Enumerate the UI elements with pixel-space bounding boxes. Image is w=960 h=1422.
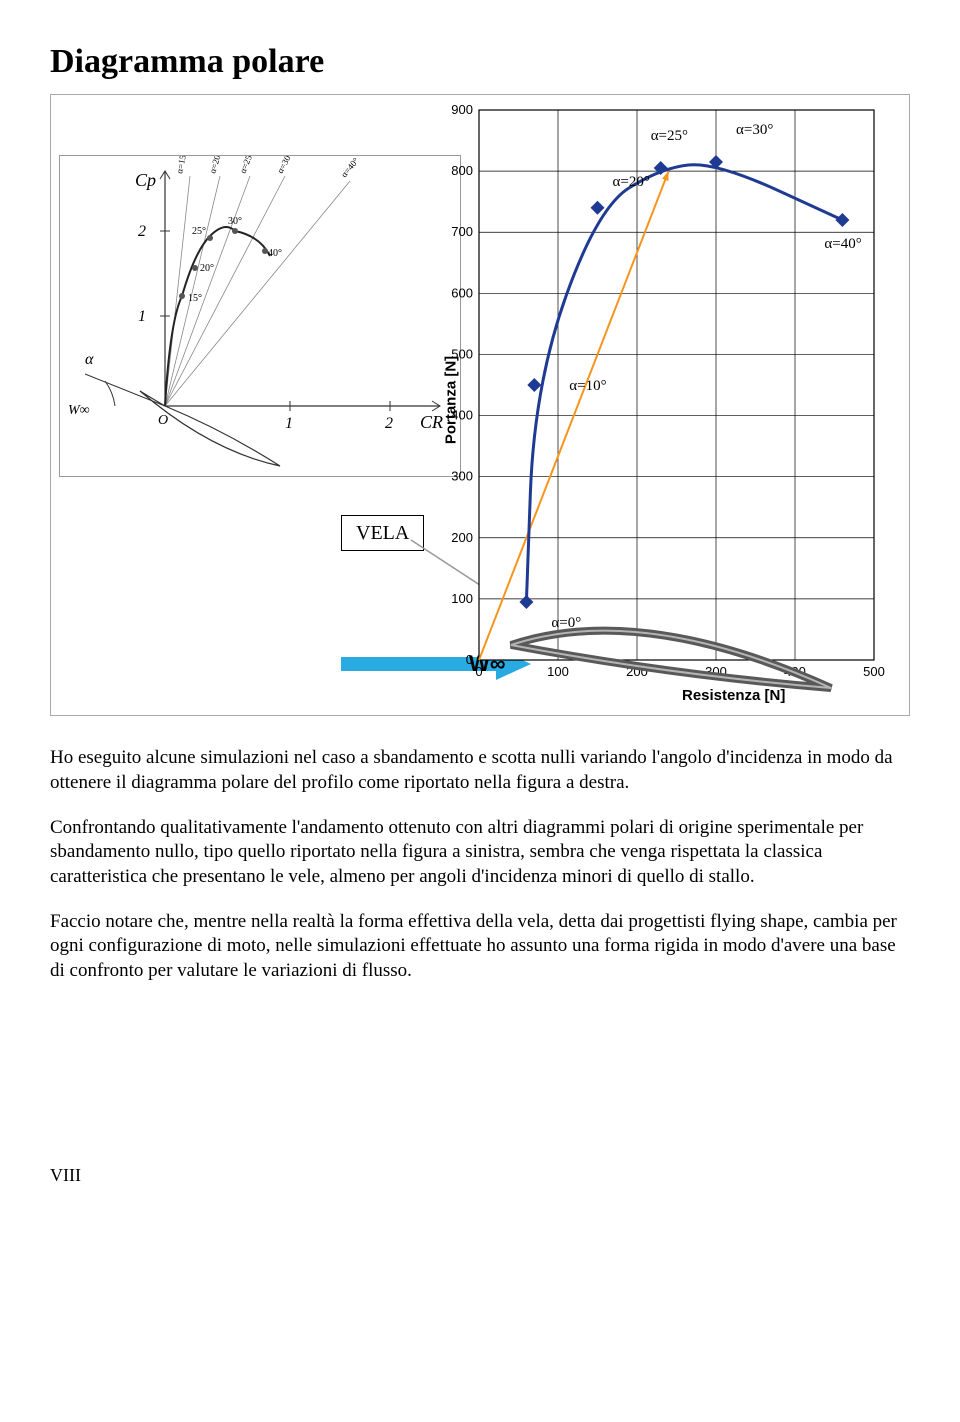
svg-text:900: 900 bbox=[451, 102, 473, 117]
svg-text:30°: 30° bbox=[228, 216, 242, 227]
svg-text:0: 0 bbox=[475, 664, 482, 679]
svg-text:600: 600 bbox=[451, 286, 473, 301]
paragraph-3: Faccio notare che, mentre nella realtà l… bbox=[50, 910, 910, 984]
svg-text:40°: 40° bbox=[268, 248, 282, 259]
page-title: Diagramma polare bbox=[50, 40, 910, 84]
svg-text:α=0°: α=0° bbox=[551, 615, 581, 631]
svg-text:α: α bbox=[85, 351, 94, 368]
svg-text:25°: 25° bbox=[192, 226, 206, 237]
svg-text:0: 0 bbox=[466, 652, 473, 667]
svg-text:2: 2 bbox=[138, 223, 146, 240]
svg-text:700: 700 bbox=[451, 224, 473, 239]
body-text: Ho eseguito alcune simulazioni nel caso … bbox=[50, 746, 910, 984]
figure-area: 2 1 1 2 Cp CR O α=15° α=20° α=25° α=30° … bbox=[50, 94, 910, 716]
svg-text:500: 500 bbox=[863, 664, 885, 679]
svg-text:O: O bbox=[158, 413, 168, 428]
svg-text:α=25°: α=25° bbox=[651, 128, 688, 144]
svg-text:W∞: W∞ bbox=[68, 403, 90, 418]
svg-text:α=15°: α=15° bbox=[174, 156, 189, 174]
page-number: VIII bbox=[50, 1164, 910, 1187]
svg-text:α=20°: α=20° bbox=[207, 156, 223, 175]
svg-text:300: 300 bbox=[451, 469, 473, 484]
svg-text:α=30°: α=30° bbox=[736, 122, 773, 138]
svg-text:α=40°: α=40° bbox=[824, 236, 861, 252]
paragraph-1: Ho eseguito alcune simulazioni nel caso … bbox=[50, 746, 910, 795]
sketch-svg: 2 1 1 2 Cp CR O α=15° α=20° α=25° α=30° … bbox=[60, 156, 460, 476]
chart-svg: 0100200300400500010020030040050060070080… bbox=[429, 100, 889, 700]
polar-chart: Portanza [N] Resistenza [N] 010020030040… bbox=[429, 100, 889, 700]
svg-text:α=25°: α=25° bbox=[238, 156, 256, 175]
sketch-polar-diagram: 2 1 1 2 Cp CR O α=15° α=20° α=25° α=30° … bbox=[59, 155, 461, 477]
svg-text:800: 800 bbox=[451, 163, 473, 178]
svg-text:1: 1 bbox=[285, 415, 293, 432]
svg-text:α=20°: α=20° bbox=[613, 174, 650, 190]
svg-text:100: 100 bbox=[547, 664, 569, 679]
svg-text:α=30°: α=30° bbox=[275, 156, 295, 175]
svg-text:15°: 15° bbox=[188, 293, 202, 304]
chart-ylabel: Portanza [N] bbox=[441, 356, 461, 444]
svg-text:400: 400 bbox=[784, 664, 806, 679]
svg-text:100: 100 bbox=[451, 591, 473, 606]
svg-text:α=10°: α=10° bbox=[569, 378, 606, 394]
svg-text:Cp: Cp bbox=[135, 170, 156, 190]
svg-text:20°: 20° bbox=[200, 263, 214, 274]
chart-xlabel: Resistenza [N] bbox=[682, 686, 785, 706]
svg-text:1: 1 bbox=[138, 308, 146, 325]
svg-text:2: 2 bbox=[385, 415, 393, 432]
svg-text:200: 200 bbox=[451, 530, 473, 545]
paragraph-2: Confrontando qualitativamente l'andament… bbox=[50, 816, 910, 890]
svg-text:α=40°: α=40° bbox=[339, 156, 361, 179]
svg-text:200: 200 bbox=[626, 664, 648, 679]
svg-text:300: 300 bbox=[705, 664, 727, 679]
